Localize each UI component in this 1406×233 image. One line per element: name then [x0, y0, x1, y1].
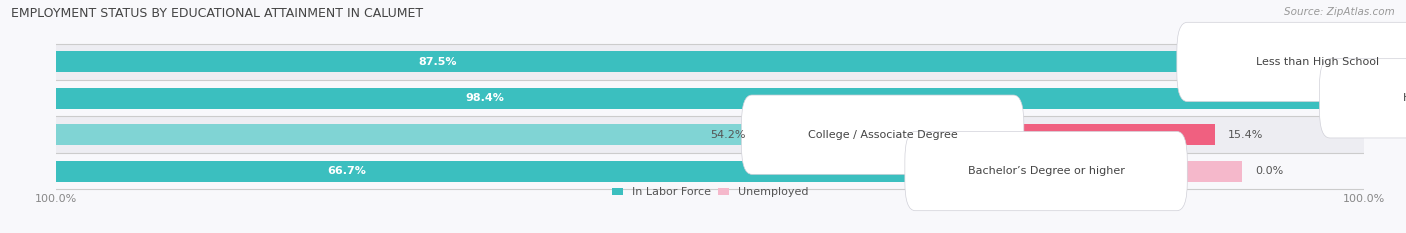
- Bar: [1177, 161, 1243, 182]
- Text: 54.2%: 54.2%: [710, 130, 745, 140]
- Text: 98.4%: 98.4%: [465, 93, 505, 103]
- Bar: [56, 88, 1343, 109]
- FancyBboxPatch shape: [905, 131, 1187, 211]
- FancyBboxPatch shape: [1319, 59, 1406, 138]
- FancyBboxPatch shape: [1177, 22, 1406, 102]
- Text: College / Associate Degree: College / Associate Degree: [808, 130, 957, 140]
- Text: Bachelor’s Degree or higher: Bachelor’s Degree or higher: [967, 166, 1125, 176]
- Bar: [56, 44, 1364, 80]
- Bar: [56, 153, 1364, 189]
- FancyBboxPatch shape: [741, 95, 1024, 174]
- Text: 87.5%: 87.5%: [419, 57, 457, 67]
- Text: 66.7%: 66.7%: [328, 166, 367, 176]
- Bar: [56, 51, 1201, 72]
- Legend: In Labor Force, Unemployed: In Labor Force, Unemployed: [612, 187, 808, 197]
- Bar: [56, 161, 928, 182]
- Text: Source: ZipAtlas.com: Source: ZipAtlas.com: [1284, 7, 1395, 17]
- Text: High School Diploma: High School Diploma: [1403, 93, 1406, 103]
- Text: EMPLOYMENT STATUS BY EDUCATIONAL ATTAINMENT IN CALUMET: EMPLOYMENT STATUS BY EDUCATIONAL ATTAINM…: [11, 7, 423, 20]
- Text: 0.0%: 0.0%: [1256, 166, 1284, 176]
- Bar: [56, 116, 1364, 153]
- Text: 15.4%: 15.4%: [1227, 130, 1263, 140]
- Text: Less than High School: Less than High School: [1257, 57, 1379, 67]
- Bar: [56, 80, 1364, 116]
- Bar: [56, 124, 765, 145]
- Bar: [1014, 124, 1215, 145]
